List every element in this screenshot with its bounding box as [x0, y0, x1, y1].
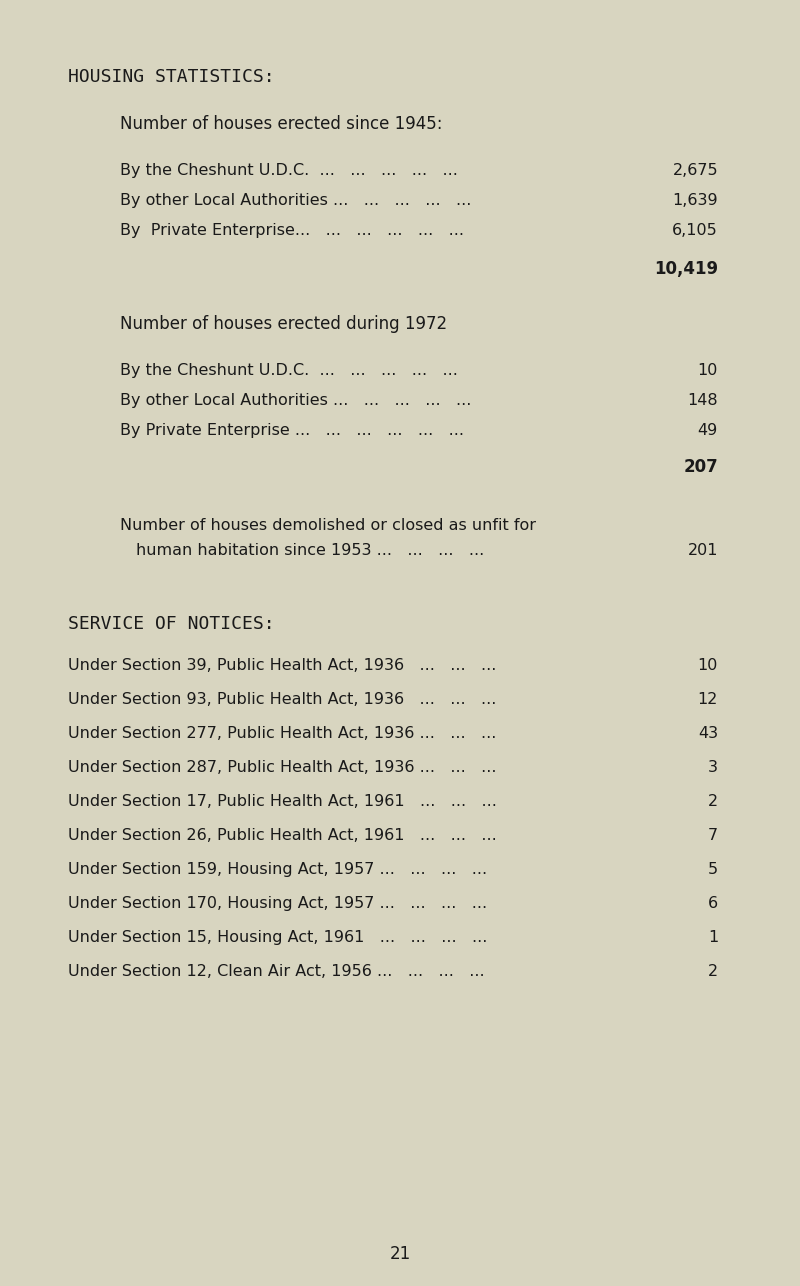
Text: 207: 207	[683, 458, 718, 476]
Text: 2: 2	[708, 964, 718, 979]
Text: Number of houses demolished or closed as unfit for: Number of houses demolished or closed as…	[120, 518, 536, 532]
Text: By the Cheshunt U.D.C.  ...   ...   ...   ...   ...: By the Cheshunt U.D.C. ... ... ... ... .…	[120, 363, 458, 378]
Text: Under Section 93, Public Health Act, 1936   ...   ...   ...: Under Section 93, Public Health Act, 193…	[68, 692, 496, 707]
Text: Under Section 170, Housing Act, 1957 ...   ...   ...   ...: Under Section 170, Housing Act, 1957 ...…	[68, 896, 487, 910]
Text: Under Section 26, Public Health Act, 1961   ...   ...   ...: Under Section 26, Public Health Act, 196…	[68, 828, 497, 844]
Text: By Private Enterprise ...   ...   ...   ...   ...   ...: By Private Enterprise ... ... ... ... ..…	[120, 423, 464, 439]
Text: Under Section 287, Public Health Act, 1936 ...   ...   ...: Under Section 287, Public Health Act, 19…	[68, 760, 497, 775]
Text: HOUSING STATISTICS:: HOUSING STATISTICS:	[68, 68, 274, 86]
Text: 2: 2	[708, 793, 718, 809]
Text: 3: 3	[708, 760, 718, 775]
Text: 201: 201	[687, 543, 718, 558]
Text: By other Local Authorities ...   ...   ...   ...   ...: By other Local Authorities ... ... ... .…	[120, 193, 471, 208]
Text: 21: 21	[390, 1245, 410, 1263]
Text: 49: 49	[698, 423, 718, 439]
Text: By other Local Authorities ...   ...   ...   ...   ...: By other Local Authorities ... ... ... .…	[120, 394, 471, 408]
Text: Number of houses erected during 1972: Number of houses erected during 1972	[120, 315, 447, 333]
Text: By  Private Enterprise...   ...   ...   ...   ...   ...: By Private Enterprise... ... ... ... ...…	[120, 222, 464, 238]
Text: By the Cheshunt U.D.C.  ...   ...   ...   ...   ...: By the Cheshunt U.D.C. ... ... ... ... .…	[120, 163, 458, 177]
Text: 12: 12	[698, 692, 718, 707]
Text: 43: 43	[698, 727, 718, 741]
Text: 148: 148	[687, 394, 718, 408]
Text: Under Section 12, Clean Air Act, 1956 ...   ...   ...   ...: Under Section 12, Clean Air Act, 1956 ..…	[68, 964, 485, 979]
Text: 2,675: 2,675	[672, 163, 718, 177]
Text: 10,419: 10,419	[654, 260, 718, 278]
Text: 1: 1	[708, 930, 718, 945]
Text: Number of houses erected since 1945:: Number of houses erected since 1945:	[120, 114, 442, 132]
Text: 5: 5	[708, 862, 718, 877]
Text: Under Section 15, Housing Act, 1961   ...   ...   ...   ...: Under Section 15, Housing Act, 1961 ... …	[68, 930, 487, 945]
Text: Under Section 277, Public Health Act, 1936 ...   ...   ...: Under Section 277, Public Health Act, 19…	[68, 727, 496, 741]
Text: 6: 6	[708, 896, 718, 910]
Text: human habitation since 1953 ...   ...   ...   ...: human habitation since 1953 ... ... ... …	[136, 543, 484, 558]
Text: 7: 7	[708, 828, 718, 844]
Text: Under Section 17, Public Health Act, 1961   ...   ...   ...: Under Section 17, Public Health Act, 196…	[68, 793, 497, 809]
Text: 10: 10	[698, 363, 718, 378]
Text: Under Section 39, Public Health Act, 1936   ...   ...   ...: Under Section 39, Public Health Act, 193…	[68, 658, 496, 673]
Text: SERVICE OF NOTICES:: SERVICE OF NOTICES:	[68, 615, 274, 633]
Text: 1,639: 1,639	[672, 193, 718, 208]
Text: 6,105: 6,105	[672, 222, 718, 238]
Text: 10: 10	[698, 658, 718, 673]
Text: Under Section 159, Housing Act, 1957 ...   ...   ...   ...: Under Section 159, Housing Act, 1957 ...…	[68, 862, 487, 877]
